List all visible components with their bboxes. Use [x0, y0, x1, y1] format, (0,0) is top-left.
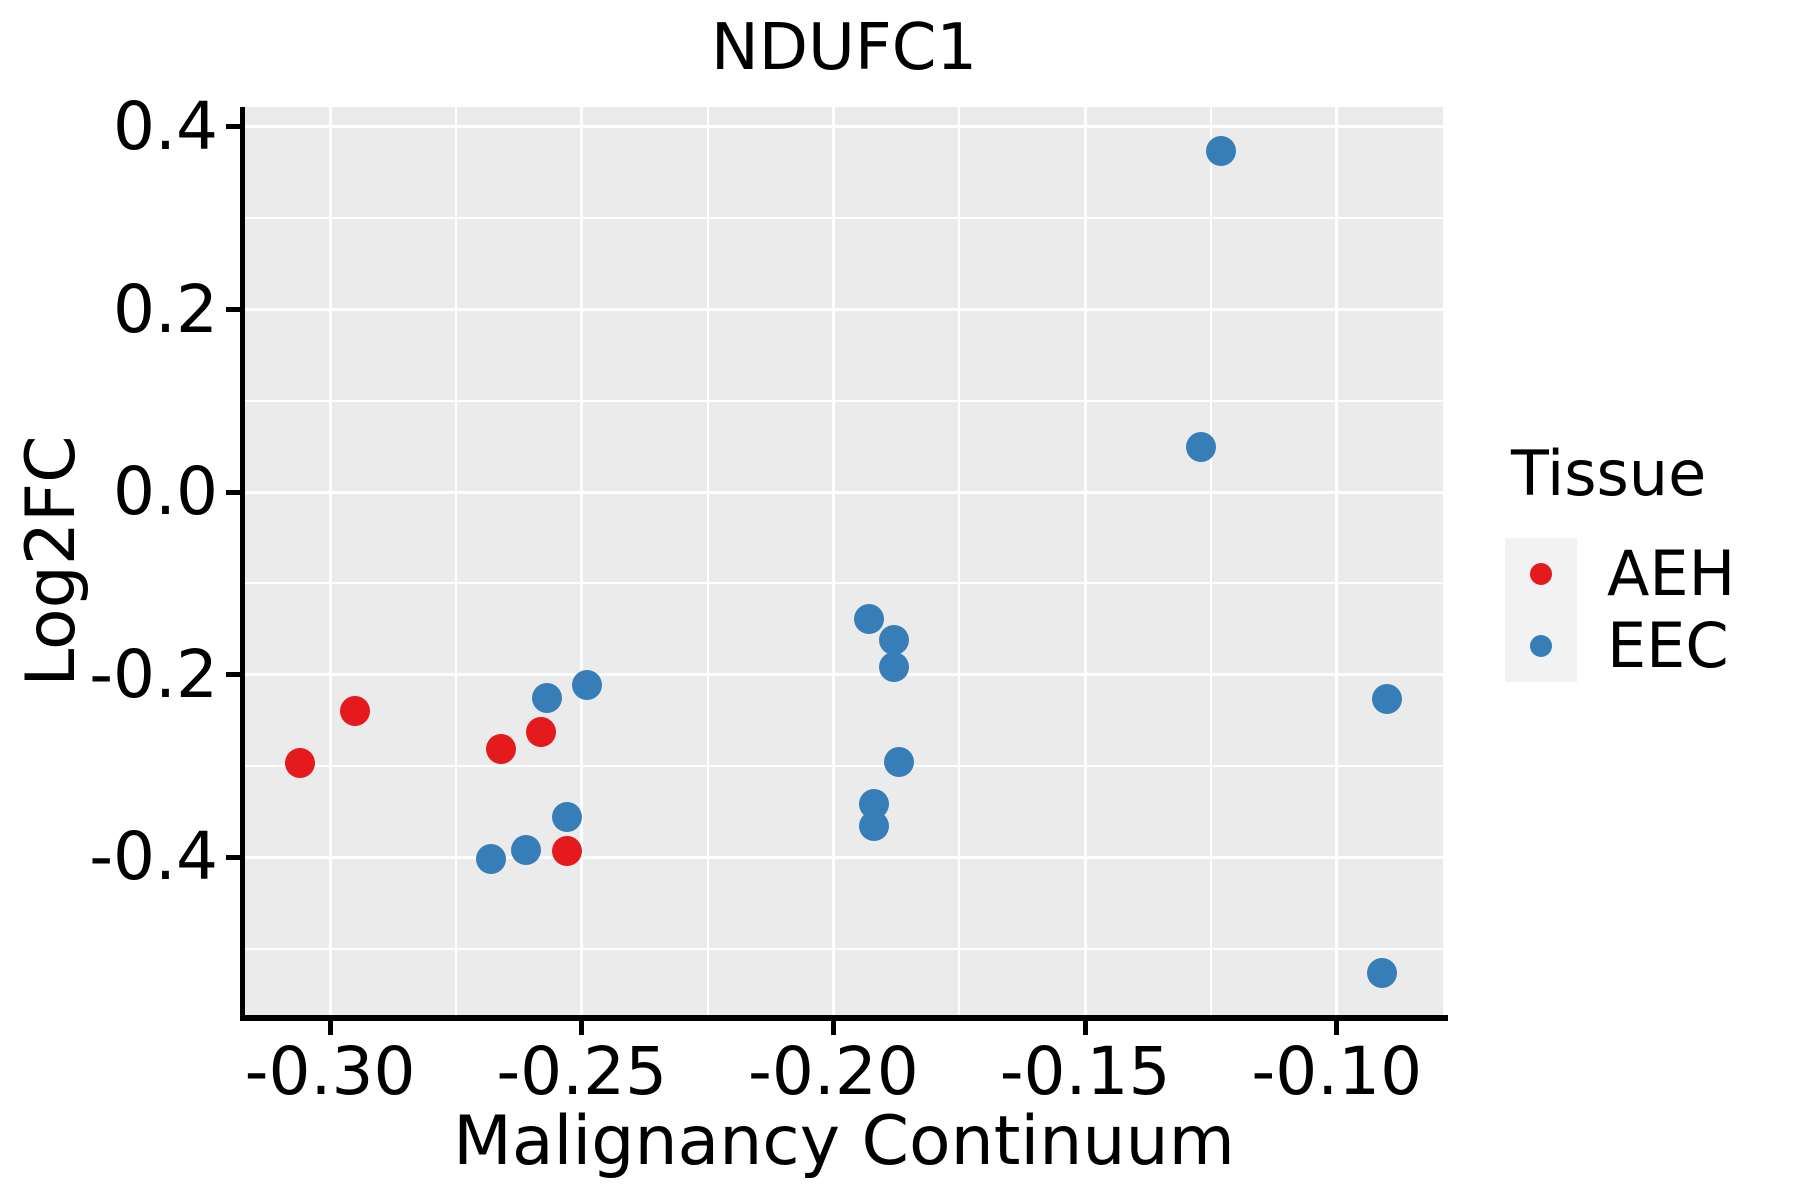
data-point-aeh [526, 717, 557, 748]
x-axis-title: Malignancy Continuum [453, 1102, 1235, 1181]
y-tick-mark [226, 854, 240, 860]
x-tick-label: -0.25 [496, 1033, 668, 1110]
y-tick-label: -0.2 [89, 635, 218, 713]
x-minor-gridline [958, 107, 961, 1015]
plot-panel [245, 107, 1443, 1015]
x-tick-mark [579, 1021, 585, 1035]
y-tick-label: -0.4 [89, 818, 218, 896]
y-tick-mark [226, 672, 240, 678]
x-major-gridline [328, 107, 332, 1015]
y-minor-gridline [245, 399, 1443, 402]
data-point-eec [878, 652, 909, 683]
y-minor-gridline [245, 765, 1443, 768]
y-major-gridline [245, 125, 1443, 129]
y-minor-gridline [245, 582, 1443, 585]
y-axis-spine [240, 107, 245, 1021]
y-major-gridline [245, 673, 1443, 677]
y-tick-label: 0.4 [113, 87, 218, 165]
legend-label-aeh: AEH [1607, 537, 1736, 610]
x-tick-label: -0.30 [244, 1033, 416, 1110]
y-tick-mark [226, 307, 240, 313]
data-point-eec [1206, 135, 1237, 166]
data-point-eec [1367, 958, 1398, 989]
y-tick-label: 0.0 [113, 453, 218, 531]
legend: Tissue AEH EEC [1505, 430, 1800, 682]
legend-key-box [1505, 610, 1577, 682]
plot-title: NDUFC1 [710, 11, 978, 85]
y-major-gridline [245, 490, 1443, 494]
x-axis-spine [240, 1015, 1448, 1021]
data-point-eec [476, 844, 507, 875]
legend-item-eec: EEC [1505, 610, 1800, 682]
data-point-aeh [486, 733, 517, 764]
data-point-eec [878, 625, 909, 656]
y-major-gridline [245, 308, 1443, 312]
data-point-eec [858, 811, 889, 842]
x-major-gridline [580, 107, 584, 1015]
x-tick-mark [1334, 1021, 1340, 1035]
x-major-gridline [1083, 107, 1087, 1015]
x-minor-gridline [454, 107, 457, 1015]
data-point-eec [551, 802, 582, 833]
data-point-eec [853, 604, 884, 635]
y-tick-mark [226, 489, 240, 495]
y-minor-gridline [245, 217, 1443, 220]
legend-dot-aeh [1530, 563, 1552, 585]
legend-item-aeh: AEH [1505, 538, 1800, 610]
y-minor-gridline [245, 947, 1443, 950]
data-point-eec [1185, 431, 1216, 462]
legend-dot-eec [1530, 635, 1552, 657]
legend-label-eec: EEC [1607, 609, 1729, 682]
x-tick-label: -0.20 [748, 1033, 919, 1110]
x-minor-gridline [1209, 107, 1212, 1015]
data-point-aeh [284, 748, 315, 779]
y-axis-title: Log2FC [12, 435, 91, 687]
x-minor-gridline [706, 107, 709, 1015]
x-tick-label: -0.15 [999, 1033, 1171, 1110]
data-point-eec [571, 669, 602, 700]
y-tick-label: 0.2 [113, 270, 218, 348]
x-major-gridline [831, 107, 835, 1015]
x-major-gridline [1335, 107, 1339, 1015]
data-point-aeh [340, 696, 371, 727]
x-tick-mark [1082, 1021, 1088, 1035]
x-tick-mark [327, 1021, 333, 1035]
data-point-eec [511, 835, 542, 866]
x-tick-mark [830, 1021, 836, 1035]
y-tick-mark [226, 124, 240, 130]
y-major-gridline [245, 855, 1443, 859]
data-point-eec [883, 747, 914, 778]
data-point-aeh [551, 835, 582, 866]
legend-key-box [1505, 538, 1577, 610]
data-point-eec [531, 682, 562, 713]
legend-title: Tissue [1511, 437, 1707, 510]
x-tick-label: -0.10 [1251, 1033, 1423, 1110]
data-point-eec [1372, 684, 1403, 715]
